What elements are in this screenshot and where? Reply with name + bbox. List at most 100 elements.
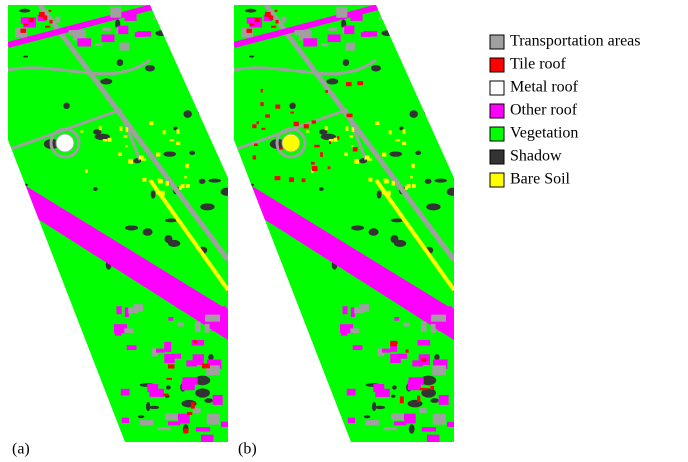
tile-roof bbox=[28, 18, 34, 23]
tile-roof bbox=[187, 411, 193, 415]
magenta-band bbox=[8, 175, 228, 340]
road bbox=[263, 5, 454, 262]
building-top bbox=[119, 42, 130, 51]
building-top bbox=[110, 6, 122, 18]
shadow-patch bbox=[49, 297, 56, 304]
soil-speck bbox=[402, 141, 407, 145]
tile-roof bbox=[357, 81, 364, 86]
shadow-patch bbox=[142, 228, 153, 236]
tile-roof bbox=[261, 127, 266, 130]
shadow-patch bbox=[173, 126, 178, 131]
shadow-patch bbox=[446, 187, 454, 196]
shadow-patch bbox=[392, 385, 397, 390]
tile-roof bbox=[419, 387, 428, 391]
building bbox=[212, 413, 219, 422]
shadow-patch bbox=[164, 218, 178, 223]
shadow-patch bbox=[212, 17, 226, 25]
building bbox=[120, 388, 130, 396]
building-top bbox=[77, 38, 92, 47]
tile-roof bbox=[390, 340, 397, 347]
soil-speck bbox=[345, 126, 349, 131]
shadow-patch bbox=[100, 78, 113, 85]
soil-speck bbox=[367, 158, 373, 161]
building bbox=[438, 306, 452, 312]
building bbox=[352, 345, 363, 351]
building bbox=[407, 380, 421, 391]
building bbox=[418, 408, 427, 414]
soil-speck bbox=[125, 145, 128, 148]
tile-roof bbox=[325, 90, 328, 93]
shadow-patch bbox=[197, 106, 207, 116]
legend-swatch bbox=[489, 126, 505, 142]
shadow-patch bbox=[221, 103, 228, 107]
soil-speck bbox=[306, 130, 310, 133]
shadow-patch bbox=[13, 336, 26, 345]
legend-label: Other roof bbox=[510, 102, 578, 119]
soil-speck bbox=[98, 126, 102, 131]
building bbox=[191, 339, 205, 346]
building bbox=[381, 348, 391, 353]
building-top bbox=[101, 34, 115, 43]
legend-label: Bare Soil bbox=[510, 171, 571, 188]
road bbox=[234, 108, 368, 161]
panel-label: (b) bbox=[238, 441, 257, 458]
shadow-patch bbox=[399, 126, 404, 131]
building-top bbox=[303, 38, 318, 47]
tile-roof bbox=[260, 88, 263, 93]
building bbox=[394, 421, 407, 426]
classification-map bbox=[234, 5, 454, 442]
building bbox=[194, 321, 201, 333]
soil-speck bbox=[349, 135, 354, 138]
tile-roof bbox=[293, 121, 299, 127]
shadow-patch bbox=[389, 151, 403, 157]
tile-roof bbox=[249, 23, 255, 26]
building bbox=[421, 427, 437, 432]
shadow-patch bbox=[208, 178, 221, 183]
tile-roof bbox=[264, 11, 271, 17]
tile-roof bbox=[190, 402, 195, 409]
magenta-road bbox=[8, 5, 161, 48]
soil-speck bbox=[411, 163, 415, 169]
shadow-patch bbox=[395, 18, 403, 25]
shadow-patch bbox=[189, 150, 196, 156]
shadow-patch bbox=[198, 178, 206, 184]
building bbox=[164, 341, 172, 352]
soil-speck bbox=[141, 158, 147, 161]
building bbox=[211, 322, 227, 332]
soil-speck bbox=[119, 126, 123, 131]
shadow-patch bbox=[92, 187, 98, 191]
building bbox=[116, 306, 122, 315]
soil-speck bbox=[410, 175, 413, 179]
shadow-patch bbox=[43, 422, 55, 431]
shadow-patch bbox=[145, 401, 151, 412]
shadow-patch bbox=[274, 318, 283, 323]
shadow-patch bbox=[269, 422, 281, 431]
soil-speck bbox=[102, 139, 108, 142]
tile-roof bbox=[260, 102, 264, 107]
tile-roof bbox=[265, 114, 270, 118]
soil-speck bbox=[118, 152, 122, 157]
soil-speck bbox=[138, 155, 144, 160]
building-top bbox=[294, 30, 300, 36]
legend-swatch bbox=[489, 172, 505, 188]
road bbox=[8, 58, 151, 76]
shadow-patch bbox=[415, 150, 422, 156]
legend-swatch bbox=[489, 103, 505, 119]
building bbox=[403, 322, 410, 327]
shadow-patch bbox=[430, 398, 439, 403]
shadow-patch bbox=[32, 215, 37, 226]
road bbox=[234, 58, 377, 76]
shadow-patch bbox=[409, 110, 418, 118]
shadow-patch bbox=[248, 183, 255, 187]
building-top bbox=[153, 16, 168, 20]
building-top bbox=[298, 29, 312, 41]
shadow-patch bbox=[376, 190, 382, 199]
soil-speck bbox=[185, 163, 189, 169]
building bbox=[155, 348, 165, 353]
soil-speck bbox=[155, 152, 161, 157]
shadow-patch bbox=[408, 424, 415, 434]
building bbox=[124, 328, 134, 334]
shadow-patch bbox=[195, 388, 210, 398]
tile-roof bbox=[20, 28, 27, 33]
roundabout bbox=[49, 127, 81, 159]
